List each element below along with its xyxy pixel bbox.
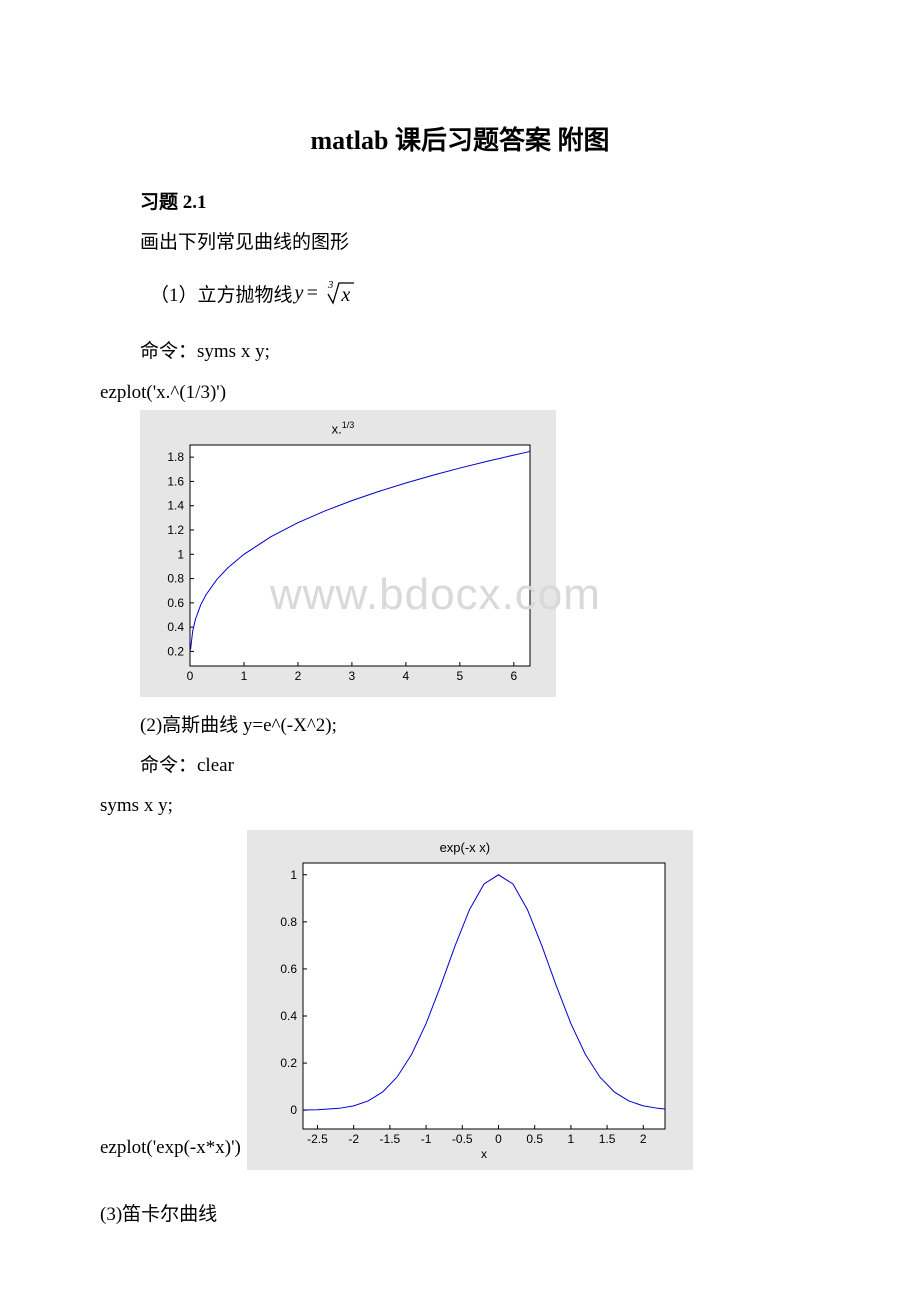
item1-cmd2: ezplot('x.^(1/3)') (100, 378, 820, 408)
svg-text:0.2: 0.2 (167, 644, 184, 658)
item-1: （1）立方抛物线 y = 3 x (150, 280, 820, 307)
svg-text:0: 0 (495, 1132, 502, 1146)
svg-text:1: 1 (567, 1132, 574, 1146)
svg-text:1.8: 1.8 (167, 450, 184, 464)
svg-text:0.8: 0.8 (167, 571, 184, 585)
svg-text:0.6: 0.6 (280, 962, 297, 976)
svg-text:0.8: 0.8 (280, 915, 297, 929)
svg-text:2: 2 (295, 669, 302, 683)
item-2-text: (2)高斯曲线 y=e^(-X^2); (140, 711, 820, 741)
item2-cmd2: syms x y; (100, 791, 820, 821)
document-title: matlab 课后习题答案 附图 (100, 120, 820, 157)
svg-text:-1: -1 (421, 1132, 432, 1146)
svg-text:1: 1 (241, 669, 248, 683)
svg-text:5: 5 (456, 669, 463, 683)
intro-text: 画出下列常见曲线的图形 (140, 228, 820, 258)
svg-text:1.4: 1.4 (167, 498, 184, 512)
section-heading: 习题 2.1 (140, 187, 820, 214)
root-index: 3 (328, 279, 334, 291)
svg-text:0.4: 0.4 (280, 1009, 297, 1023)
svg-text:-1.5: -1.5 (379, 1132, 400, 1146)
svg-text:2: 2 (640, 1132, 647, 1146)
cube-root-formula: y = 3 x (293, 281, 365, 307)
chart1-title: x.1/3 (148, 420, 538, 436)
chart1-plot: 0.2 0.4 0.6 0.8 1 1.2 1.4 1.6 1.8 0 1 2 3 4 5 6 (148, 441, 538, 686)
item1-cmd1: 命令：syms x y; (140, 337, 820, 367)
svg-text:1.6: 1.6 (167, 474, 184, 488)
svg-text:0: 0 (290, 1103, 297, 1117)
svg-text:0.5: 0.5 (526, 1132, 543, 1146)
svg-text:1: 1 (290, 867, 297, 881)
item-3-text: (3)笛卡尔曲线 (100, 1200, 820, 1230)
svg-text:-2: -2 (348, 1132, 359, 1146)
root-arg: x (341, 284, 350, 307)
svg-text:0: 0 (187, 669, 194, 683)
chart2-figure: exp(-x x) 0 0.2 0.4 0.6 0.8 1 -2.5 -2 -1.5 -1 -0.5… (247, 830, 693, 1170)
chart1-figure: x.1/3 0.2 0.4 0.6 0.8 1 1.2 1.4 1.6 1.8 0 1 2 3 4 5 6 (140, 410, 556, 696)
chart2-plot: 0 0.2 0.4 0.6 0.8 1 -2.5 -2 -1.5 -1 -0.5 0 0.5 1 1.5 2 x (255, 859, 675, 1159)
item2-cmd1: 命令：clear (140, 751, 820, 781)
formula-eq: = (305, 282, 319, 305)
svg-text:x: x (481, 1147, 487, 1159)
svg-text:4: 4 (403, 669, 410, 683)
formula-y: y (295, 282, 304, 305)
svg-text:0.6: 0.6 (167, 595, 184, 609)
svg-text:0.2: 0.2 (280, 1056, 297, 1070)
svg-text:1.5: 1.5 (599, 1132, 616, 1146)
item2-cmd3: ezplot('exp(-x*x)') (100, 1133, 241, 1163)
chart2-title: exp(-x x) (255, 840, 675, 855)
svg-text:6: 6 (510, 669, 517, 683)
svg-text:0.4: 0.4 (167, 620, 184, 634)
svg-text:1.2: 1.2 (167, 523, 184, 537)
svg-text:-0.5: -0.5 (452, 1132, 473, 1146)
svg-text:1: 1 (177, 547, 184, 561)
svg-text:3: 3 (349, 669, 356, 683)
svg-text:-2.5: -2.5 (307, 1132, 328, 1146)
item-1-label: （1）立方抛物线 (150, 280, 293, 307)
